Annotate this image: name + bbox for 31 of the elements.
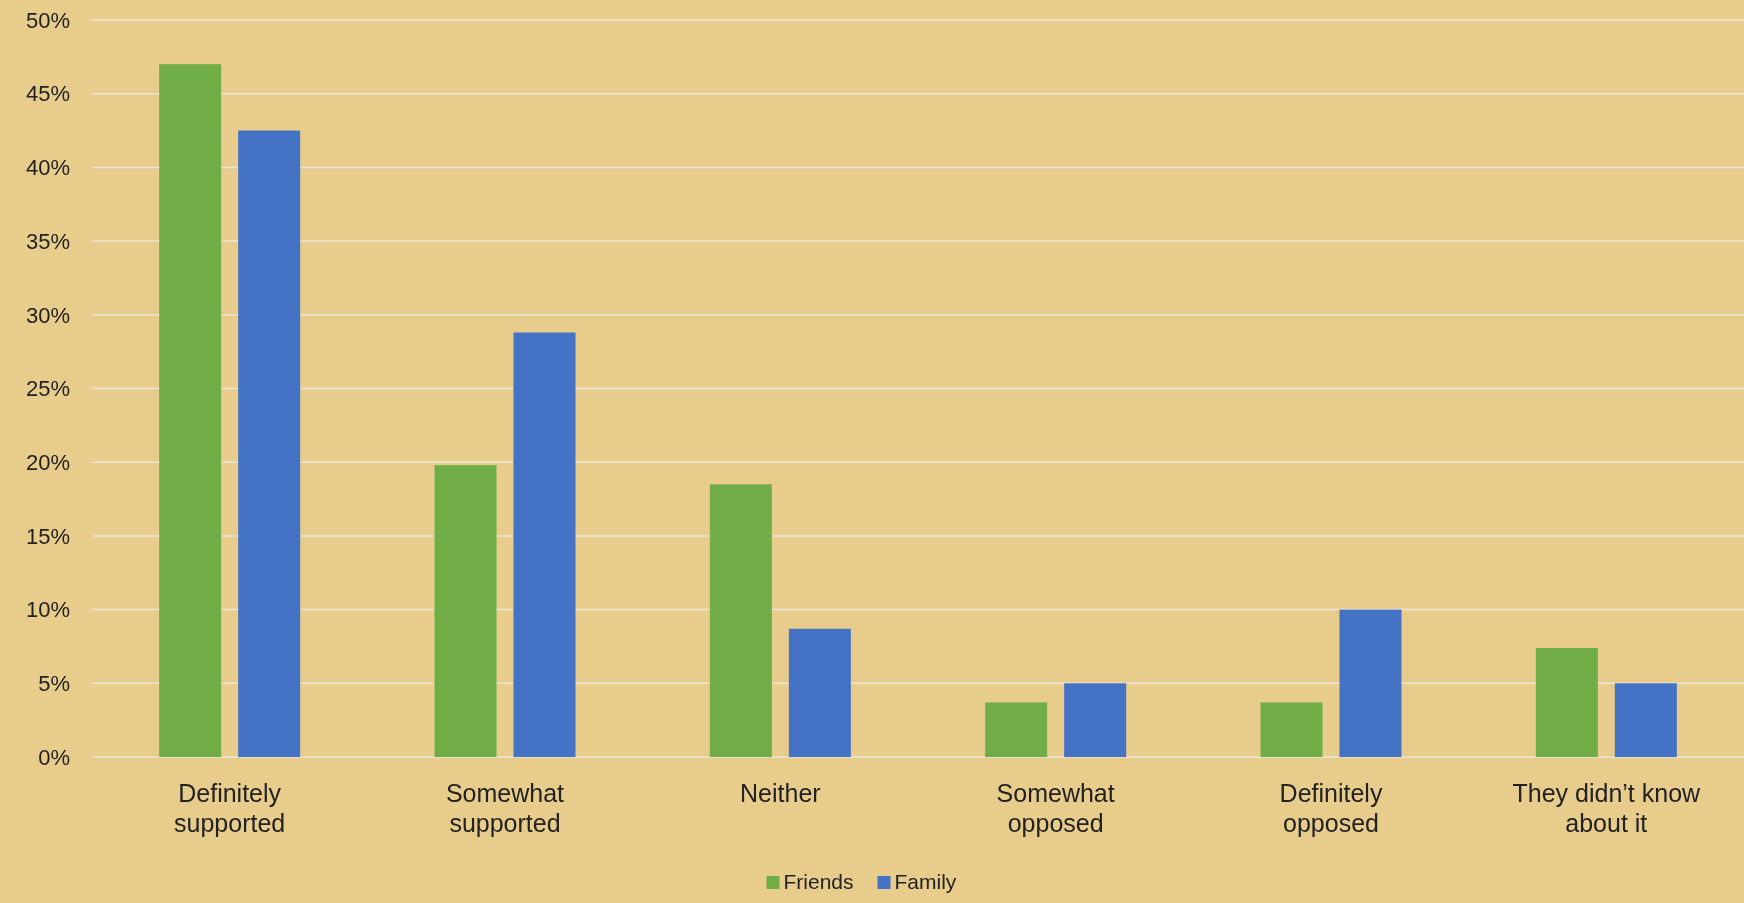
y-tick-label: 10% [25, 597, 70, 623]
y-tick-label: 50% [25, 7, 70, 33]
bar [238, 130, 301, 757]
legend-label: Family [894, 870, 957, 893]
y-tick-label: 20% [25, 449, 70, 475]
x-tick-label: Definitely opposed [1279, 779, 1383, 837]
y-tick-label: 35% [25, 228, 70, 254]
y-tick-label: 45% [25, 81, 70, 107]
bar [1260, 702, 1323, 757]
y-tick-label: 0% [38, 744, 70, 770]
x-tick-label: They didn’t know about it [1512, 779, 1702, 837]
y-tick-label: 5% [38, 671, 70, 696]
y-tick-label: 25% [25, 376, 70, 402]
x-tick-label: Somewhat opposed [996, 779, 1115, 837]
bar [1339, 609, 1402, 757]
bar [709, 484, 772, 757]
x-tick-label: Neither [740, 779, 821, 807]
bar [1535, 647, 1598, 757]
bar [434, 465, 497, 757]
x-tick-label: Somewhat supported [445, 779, 565, 837]
y-tick-label: 40% [25, 155, 70, 181]
bar [788, 628, 851, 757]
bar [1614, 683, 1677, 757]
legend-label: Friends [783, 870, 854, 893]
y-tick-label: 30% [25, 302, 70, 328]
bar [513, 332, 576, 757]
y-tick-label: 15% [25, 523, 70, 549]
bar [1064, 683, 1127, 757]
bar [985, 702, 1048, 757]
x-tick-label: Definitely supported [174, 779, 286, 837]
bar [159, 64, 222, 757]
